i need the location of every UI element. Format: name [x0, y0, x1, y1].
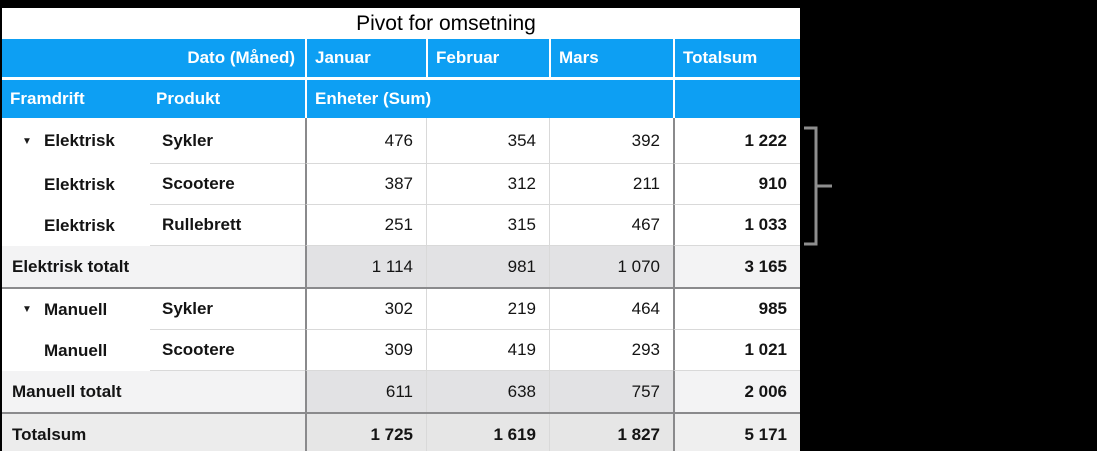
value-cell-mars[interactable]: 1 070	[549, 246, 673, 287]
table-row: ▼ Manuell Sykler 302 219 464 985	[2, 289, 800, 330]
group-label-cell[interactable]: Elektrisk	[2, 164, 150, 205]
row-total-cell[interactable]: 985	[673, 289, 800, 330]
header-februar[interactable]: Februar	[426, 39, 549, 77]
table-title-text: Pivot for omsetning	[356, 11, 536, 35]
header-row-fields: Framdrift Produkt Enheter (Sum)	[2, 80, 800, 118]
table-row: ▼ Elektrisk Sykler 476 354 392 1 222	[2, 118, 800, 164]
value-cell-februar[interactable]: 315	[426, 205, 549, 246]
product-cell[interactable]: Scootere	[150, 164, 305, 205]
header-produkt[interactable]: Produkt	[156, 89, 221, 108]
row-total-cell[interactable]: 3 165	[673, 246, 800, 287]
group-label: Manuell	[44, 299, 108, 319]
product-cell[interactable]: Scootere	[150, 330, 305, 371]
table-title[interactable]: Pivot for omsetning	[2, 8, 800, 39]
group-label: Elektrisk	[44, 131, 115, 150]
group-total-row: Elektrisk totalt 1 114 981 1 070 3 165	[2, 246, 800, 289]
value-cell-februar[interactable]: 219	[426, 289, 549, 330]
value-cell-januar[interactable]: 1 725	[305, 414, 426, 451]
value-cell-mars[interactable]: 211	[549, 164, 673, 205]
row-total-cell[interactable]: 2 006	[673, 371, 800, 412]
group-total-label[interactable]: Manuell totalt	[2, 371, 305, 412]
header-row-columns: Dato (Måned) Januar Februar Mars Totalsu…	[2, 39, 800, 80]
grand-total-row: Totalsum 1 725 1 619 1 827 5 171	[2, 414, 800, 451]
row-total-cell[interactable]: 5 171	[673, 414, 800, 451]
table-row: Elektrisk Rullebrett 251 315 467 1 033	[2, 205, 800, 246]
group-label: Elektrisk	[44, 174, 115, 194]
annotation-bracket	[804, 126, 832, 246]
group-label-cell[interactable]: Elektrisk	[2, 205, 150, 246]
value-cell-februar[interactable]: 419	[426, 330, 549, 371]
value-cell-januar[interactable]: 309	[305, 330, 426, 371]
value-cell-februar[interactable]: 354	[426, 118, 549, 164]
disclosure-triangle-icon[interactable]: ▼	[22, 135, 32, 147]
row-total-cell[interactable]: 1 222	[673, 118, 800, 164]
group-label-cell[interactable]: ▼ Manuell	[2, 289, 150, 330]
value-cell-januar[interactable]: 387	[305, 164, 426, 205]
table-row: Manuell Scootere 309 419 293 1 021	[2, 330, 800, 371]
group-total-label[interactable]: Elektrisk totalt	[2, 246, 305, 287]
value-cell-mars[interactable]: 1 827	[549, 414, 673, 451]
product-cell[interactable]: Sykler	[150, 118, 305, 164]
product-cell[interactable]: Rullebrett	[150, 205, 305, 246]
value-cell-mars[interactable]: 467	[549, 205, 673, 246]
value-cell-mars[interactable]: 293	[549, 330, 673, 371]
row-total-cell[interactable]: 1 033	[673, 205, 800, 246]
value-cell-mars[interactable]: 392	[549, 118, 673, 164]
product-cell[interactable]: Sykler	[150, 289, 305, 330]
value-cell-mars[interactable]: 757	[549, 371, 673, 412]
header-framdrift[interactable]: Framdrift	[10, 89, 85, 108]
pivot-table: Pivot for omsetning Dato (Måned) Januar …	[2, 8, 800, 451]
row-total-cell[interactable]: 1 021	[673, 330, 800, 371]
value-cell-januar[interactable]: 611	[305, 371, 426, 412]
table-row: Elektrisk Scootere 387 312 211 910	[2, 164, 800, 205]
group-label-cell[interactable]: ▼ Elektrisk	[2, 118, 150, 164]
row-total-cell[interactable]: 910	[673, 164, 800, 205]
disclosure-triangle-icon[interactable]: ▼	[22, 304, 32, 315]
value-cell-februar[interactable]: 638	[426, 371, 549, 412]
value-cell-februar[interactable]: 1 619	[426, 414, 549, 451]
header-januar[interactable]: Januar	[305, 39, 426, 77]
header-totalsum-blank[interactable]	[673, 80, 800, 118]
value-cell-januar[interactable]: 302	[305, 289, 426, 330]
grand-total-label[interactable]: Totalsum	[2, 414, 305, 451]
group-label: Elektrisk	[44, 215, 115, 235]
value-cell-februar[interactable]: 981	[426, 246, 549, 287]
group-label-cell[interactable]: Manuell	[2, 330, 150, 371]
value-cell-januar[interactable]: 476	[305, 118, 426, 164]
value-cell-januar[interactable]: 251	[305, 205, 426, 246]
value-cell-februar[interactable]: 312	[426, 164, 549, 205]
value-cell-januar[interactable]: 1 114	[305, 246, 426, 287]
group-total-row: Manuell totalt 611 638 757 2 006	[2, 371, 800, 414]
header-enheter-sum[interactable]: Enheter (Sum)	[305, 80, 673, 118]
header-dato-maned[interactable]: Dato (Måned)	[187, 48, 295, 67]
value-cell-mars[interactable]: 464	[549, 289, 673, 330]
header-totalsum[interactable]: Totalsum	[673, 39, 800, 77]
header-mars[interactable]: Mars	[549, 39, 673, 77]
group-label: Manuell	[44, 340, 108, 360]
